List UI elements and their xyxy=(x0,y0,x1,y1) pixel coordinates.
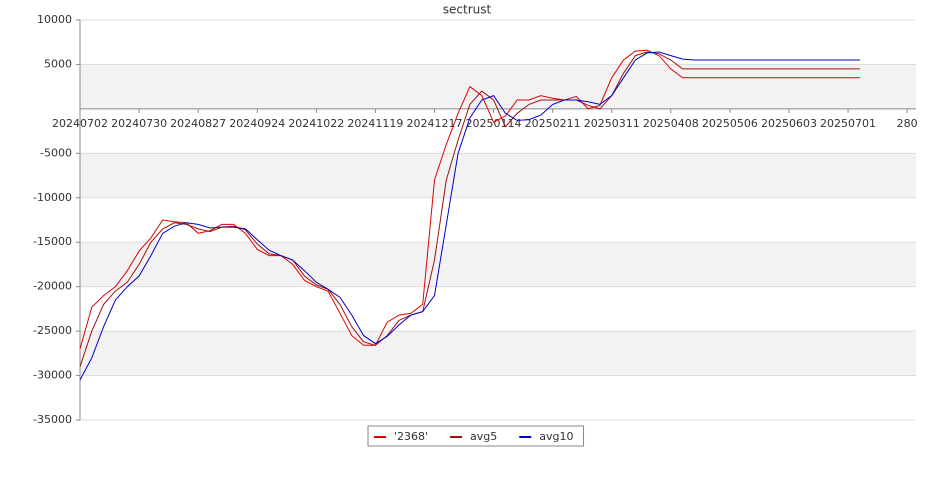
series-line xyxy=(79,51,860,367)
x-tick-label: 20240730 xyxy=(111,117,167,130)
grid-band xyxy=(80,242,916,287)
x-tick-label: 20250701 xyxy=(820,117,876,130)
x-tick-label: 20241217 xyxy=(406,117,462,130)
chart-title: sectrust xyxy=(443,3,492,17)
legend-label: avg10 xyxy=(539,430,573,443)
x-tick-label: 20250506 xyxy=(702,117,758,130)
x-tick-label: 20250114 xyxy=(466,117,522,130)
x-tick-label: 20250311 xyxy=(584,117,640,130)
y-tick-label: 10000 xyxy=(37,13,72,26)
x-tick-label: 20240827 xyxy=(170,117,226,130)
y-tick-label: -25000 xyxy=(33,324,72,337)
x-tick-label: 20241119 xyxy=(347,117,403,130)
series-line xyxy=(79,51,860,381)
y-tick-label: -15000 xyxy=(33,235,72,248)
x-tick-label: 20250408 xyxy=(643,117,699,130)
x-tick-label: 20250211 xyxy=(525,117,581,130)
legend-label: '2368' xyxy=(394,430,428,443)
y-tick-label: -35000 xyxy=(33,413,72,426)
grid-band xyxy=(80,153,916,198)
series-line xyxy=(79,49,860,350)
y-tick-label: -20000 xyxy=(33,280,72,293)
x-tick-label: 20240924 xyxy=(229,117,285,130)
legend: '2368' avg5 avg10 xyxy=(367,425,585,447)
grid-band xyxy=(80,331,916,376)
y-tick-label: -5000 xyxy=(40,146,72,159)
y-tick-label: 5000 xyxy=(44,57,72,70)
legend-box xyxy=(367,425,585,447)
y-tick-label: -30000 xyxy=(33,369,72,382)
x-tick-label: 20250603 xyxy=(761,117,817,130)
x-tick-label: 20241022 xyxy=(288,117,344,130)
x-tick-label: 20240702 xyxy=(52,117,108,130)
y-tick-label: -10000 xyxy=(33,191,72,204)
x-tick-label: 280 xyxy=(897,117,918,130)
legend-label: avg5 xyxy=(470,430,497,443)
